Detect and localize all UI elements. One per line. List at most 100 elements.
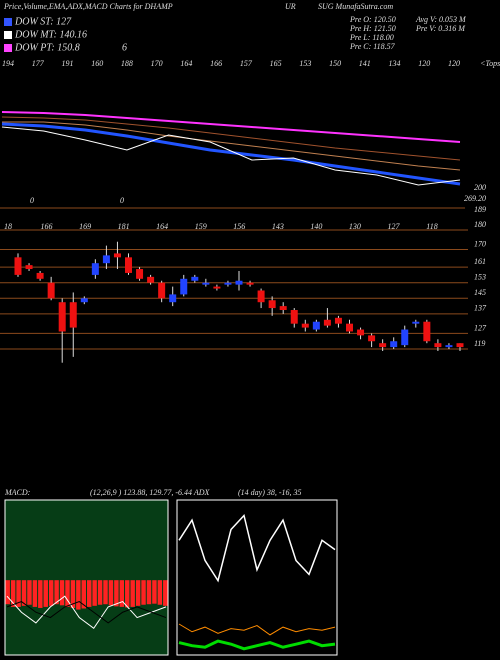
histogram-bar bbox=[59, 580, 65, 606]
candle-body bbox=[268, 300, 276, 309]
series-line bbox=[1, 126, 461, 186]
panel-frame bbox=[176, 499, 338, 656]
histogram-bar bbox=[32, 580, 38, 607]
candle-body bbox=[91, 263, 99, 275]
series-line bbox=[1, 122, 461, 186]
legend-swatch bbox=[4, 44, 12, 52]
top-label: 118 bbox=[426, 222, 437, 231]
candle-body bbox=[113, 253, 121, 258]
legend-swatch bbox=[4, 18, 12, 26]
candle-body bbox=[25, 265, 33, 270]
y-tick-label: 161 bbox=[474, 257, 486, 266]
title: UR bbox=[285, 2, 296, 11]
candle-body bbox=[357, 329, 365, 336]
top-label: 165 bbox=[270, 59, 282, 68]
candle-body bbox=[191, 276, 199, 281]
histogram-bar bbox=[48, 580, 54, 606]
top-label: 177 bbox=[32, 59, 45, 68]
histogram-bar bbox=[141, 580, 146, 605]
series-line bbox=[178, 639, 336, 651]
histogram-bar bbox=[146, 580, 152, 605]
panel-frame bbox=[4, 499, 169, 656]
y-tick-label: 145 bbox=[474, 288, 486, 297]
info: Pre V: 0.316 M bbox=[415, 24, 466, 33]
candle-body bbox=[36, 272, 44, 279]
candle-body bbox=[346, 323, 353, 332]
candle-body bbox=[368, 335, 376, 342]
histogram-bar bbox=[135, 580, 141, 606]
candle-body bbox=[58, 302, 66, 332]
top-label: 18 bbox=[4, 222, 12, 231]
y-tick-label: 119 bbox=[474, 339, 485, 348]
top-label: 130 bbox=[349, 222, 361, 231]
top-label: 156 bbox=[233, 222, 245, 231]
histogram-bar bbox=[38, 580, 43, 608]
top-label: 191 bbox=[61, 59, 73, 68]
legend-note: 6 bbox=[122, 42, 127, 53]
candle-body bbox=[279, 306, 287, 311]
candle-body bbox=[80, 298, 88, 303]
top-label: 188 bbox=[121, 59, 133, 68]
top-label: 127 bbox=[387, 222, 400, 231]
top-label: 166 bbox=[41, 222, 53, 231]
histogram-bar bbox=[92, 580, 97, 606]
histogram-bar bbox=[65, 580, 70, 607]
histogram-bar bbox=[114, 580, 119, 607]
histogram-bar bbox=[125, 580, 130, 608]
histogram-bar bbox=[130, 580, 135, 607]
macd-title: (14 day) 38, -16, 35 bbox=[238, 488, 302, 497]
y-tick-label: 153 bbox=[474, 273, 486, 282]
top-label: 160 bbox=[91, 59, 103, 68]
candle-body bbox=[334, 317, 342, 324]
candle-body bbox=[434, 343, 442, 348]
legend-label: DOW ST: 127 bbox=[14, 16, 72, 27]
legend-swatch bbox=[4, 31, 12, 39]
candle-body bbox=[158, 282, 166, 299]
series-line bbox=[178, 513, 336, 583]
histogram-bar bbox=[10, 580, 16, 607]
info: Avg V: 0.053 M bbox=[415, 15, 467, 24]
candle-body bbox=[224, 282, 232, 285]
series-line bbox=[6, 600, 167, 624]
title: SUG MunafaSutra.com bbox=[318, 2, 393, 11]
info: Pre L: 118.00 bbox=[349, 33, 394, 42]
series-line bbox=[1, 111, 461, 143]
histogram-bar bbox=[5, 580, 10, 605]
candle-body bbox=[312, 321, 320, 330]
series-line bbox=[6, 595, 167, 629]
candle-body bbox=[14, 257, 22, 275]
legend-label: DOW MT: 140.16 bbox=[14, 29, 87, 40]
candle-body bbox=[213, 286, 221, 289]
candle-body bbox=[169, 294, 177, 303]
top-label: 181 bbox=[118, 222, 130, 231]
macd-title: (12,26,9 ) 123.88, 129.77, -6.44 ADX bbox=[90, 488, 211, 497]
candle-body bbox=[102, 255, 110, 264]
legend-label: DOW PT: 150.8 bbox=[14, 42, 80, 53]
top-label: 140 bbox=[310, 222, 322, 231]
histogram-bar bbox=[97, 580, 103, 605]
histogram-bar bbox=[81, 580, 86, 609]
histogram-bar bbox=[163, 580, 168, 606]
histogram-bar bbox=[27, 580, 32, 605]
candle-body bbox=[136, 269, 144, 279]
candle-body bbox=[246, 282, 254, 285]
zero-label: 0 bbox=[30, 196, 34, 205]
series-line bbox=[178, 623, 336, 636]
info: Pre H: 121.50 bbox=[349, 24, 396, 33]
histogram-bar bbox=[76, 580, 81, 610]
top-label: 166 bbox=[210, 59, 222, 68]
candle-body bbox=[47, 282, 55, 299]
top-label: 169 bbox=[79, 222, 91, 231]
candle-body bbox=[257, 290, 265, 303]
histogram-bar bbox=[54, 580, 59, 605]
top-label: 120 bbox=[418, 59, 430, 68]
histogram-bar bbox=[103, 580, 108, 605]
candle-body bbox=[323, 319, 331, 326]
series-line bbox=[2, 121, 461, 171]
top-label: 153 bbox=[299, 59, 311, 68]
histogram-bar bbox=[70, 580, 76, 608]
top-label: 170 bbox=[151, 59, 163, 68]
right-label: 189 bbox=[474, 205, 486, 214]
histogram-bar bbox=[87, 580, 92, 607]
